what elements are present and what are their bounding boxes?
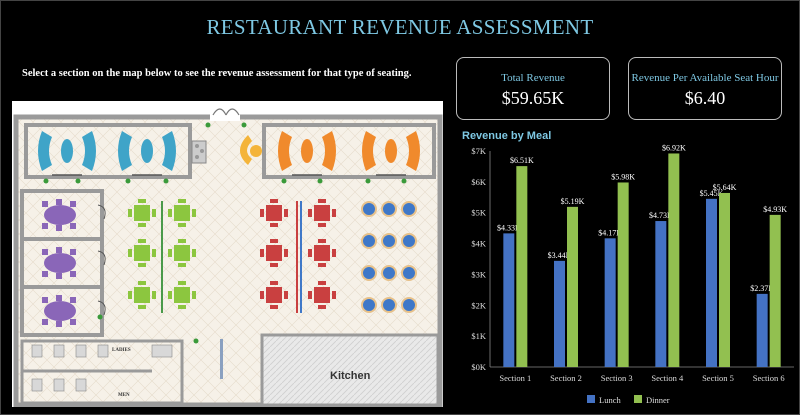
instruction-text: Select a section on the map below to see… — [22, 68, 412, 79]
revpash-card: Revenue Per Available Seat Hour $6.40 — [628, 57, 782, 120]
booth-orange-left — [278, 131, 336, 171]
data-label: $4.33K — [497, 223, 521, 232]
kitchen-area: Kitchen — [260, 333, 440, 407]
legend-item-lunch[interactable]: Lunch — [587, 395, 621, 405]
bar-lunch-3[interactable] — [604, 238, 616, 367]
legend-swatch — [587, 395, 595, 403]
green-table-1-1 — [128, 199, 156, 227]
chart-title: Revenue by Meal — [462, 130, 551, 142]
section-1-booths[interactable] — [24, 123, 192, 179]
y-tick-label: $4K — [471, 239, 487, 249]
revpash-value: $6.40 — [684, 88, 726, 108]
bar-lunch-5[interactable] — [706, 198, 717, 367]
y-tick-label: $5K — [471, 208, 487, 218]
plant-markers — [43, 122, 407, 344]
booth-blue-right — [118, 131, 176, 171]
private-room-doors — [97, 204, 106, 316]
restrooms: LADIES MEN — [20, 339, 184, 405]
section-5-tables[interactable] — [260, 199, 336, 313]
section-2-booths[interactable] — [262, 123, 436, 179]
chart-legend: Lunch Dinner — [587, 395, 670, 405]
legend-item-dinner[interactable]: Dinner — [634, 395, 670, 405]
y-tick-label: $0K — [471, 362, 487, 372]
red-table-1-2 — [308, 199, 336, 227]
y-tick-label: $2K — [471, 300, 487, 310]
bar-lunch-6[interactable] — [756, 293, 768, 367]
ladies-label: LADIES — [112, 348, 131, 353]
total-revenue-label: Total Revenue — [501, 72, 565, 84]
data-label: $5.19K — [561, 197, 585, 206]
section-3-private-rooms[interactable] — [20, 189, 106, 337]
y-tick-label: $1K — [471, 331, 487, 341]
data-label: $4.73K — [649, 211, 673, 220]
data-label: $4.17K — [598, 228, 622, 237]
data-label: $2.37K — [750, 284, 774, 293]
section-6-round-tables[interactable] — [361, 201, 417, 313]
red-table-2-1 — [260, 239, 288, 267]
legend-label: Dinner — [646, 395, 670, 405]
red-table-1-1 — [260, 199, 288, 227]
green-table-1-2 — [168, 199, 196, 227]
revpash-label: Revenue Per Available Seat Hour — [631, 72, 779, 84]
bar-dinner-5[interactable] — [719, 192, 730, 367]
divider-post — [220, 339, 223, 379]
data-label: $6.92K — [662, 143, 686, 152]
x-tick-label: Section 1 — [499, 373, 531, 383]
bar-dinner-6[interactable] — [769, 214, 781, 367]
entrance-door-icon — [210, 108, 240, 121]
data-label: $6.51K — [510, 156, 534, 165]
private-tables — [42, 199, 76, 327]
y-tick-label: $6K — [471, 177, 487, 187]
chart-axes: $0K $1K $2K $3K $4K $5K $6K $7K Section 1 Section… — [471, 146, 794, 383]
legend-swatch — [634, 395, 642, 403]
total-revenue-card: Total Revenue $59.65K — [456, 57, 610, 120]
green-table-3-2 — [168, 281, 196, 309]
men-label: MEN — [118, 393, 130, 398]
green-table-2-1 — [128, 239, 156, 267]
x-tick-label: Section 2 — [550, 373, 582, 383]
chart-bars[interactable]: $4.33K $6.51K $3.44K $5.19K $4.17K $5.98K $4.7… — [497, 143, 787, 367]
data-label: $5.98K — [611, 172, 635, 181]
page-title: RESTAURANT REVENUE ASSESSMENT — [206, 15, 594, 39]
data-label: $5.45K — [700, 189, 724, 198]
total-revenue-value: $59.65K — [501, 88, 565, 108]
section-4-tables[interactable] — [128, 199, 196, 313]
booth-blue-left — [38, 131, 96, 171]
bar-dinner-2[interactable] — [567, 206, 578, 367]
red-table-3-1 — [260, 281, 288, 309]
legend-label: Lunch — [599, 395, 621, 405]
green-table-2-2 — [168, 239, 196, 267]
y-tick-label: $3K — [471, 269, 487, 279]
data-label: $4.93K — [763, 205, 787, 214]
revenue-by-meal-chart: Revenue by Meal $0K $1K $2K $3K $4K $5K $6K $7K… — [462, 130, 794, 405]
bar-lunch-2[interactable] — [554, 260, 565, 367]
green-table-3-1 — [128, 281, 156, 309]
kitchen-label: Kitchen — [330, 370, 371, 382]
bar-lunch-1[interactable] — [503, 233, 515, 367]
x-tick-label: Section 6 — [753, 373, 785, 383]
booth-orange-right — [362, 131, 420, 171]
bar-dinner-4[interactable] — [668, 153, 680, 367]
y-tick-label: $7K — [471, 146, 487, 156]
data-label: $3.44K — [548, 251, 572, 260]
bar-dinner-3[interactable] — [617, 182, 629, 367]
x-tick-label: Section 5 — [702, 373, 734, 383]
floor-plan-map: LADIES MEN Kitchen — [12, 101, 443, 407]
x-tick-label: Section 4 — [651, 373, 684, 383]
red-table-2-2 — [308, 239, 336, 267]
bar-lunch-4[interactable] — [655, 221, 667, 367]
bus-station-icon — [191, 140, 207, 164]
red-table-3-2 — [308, 281, 336, 309]
x-tick-label: Section 3 — [601, 373, 633, 383]
host-stand-icon — [240, 135, 262, 165]
bar-dinner-1[interactable] — [516, 166, 528, 367]
data-label: $5.64K — [713, 183, 737, 192]
